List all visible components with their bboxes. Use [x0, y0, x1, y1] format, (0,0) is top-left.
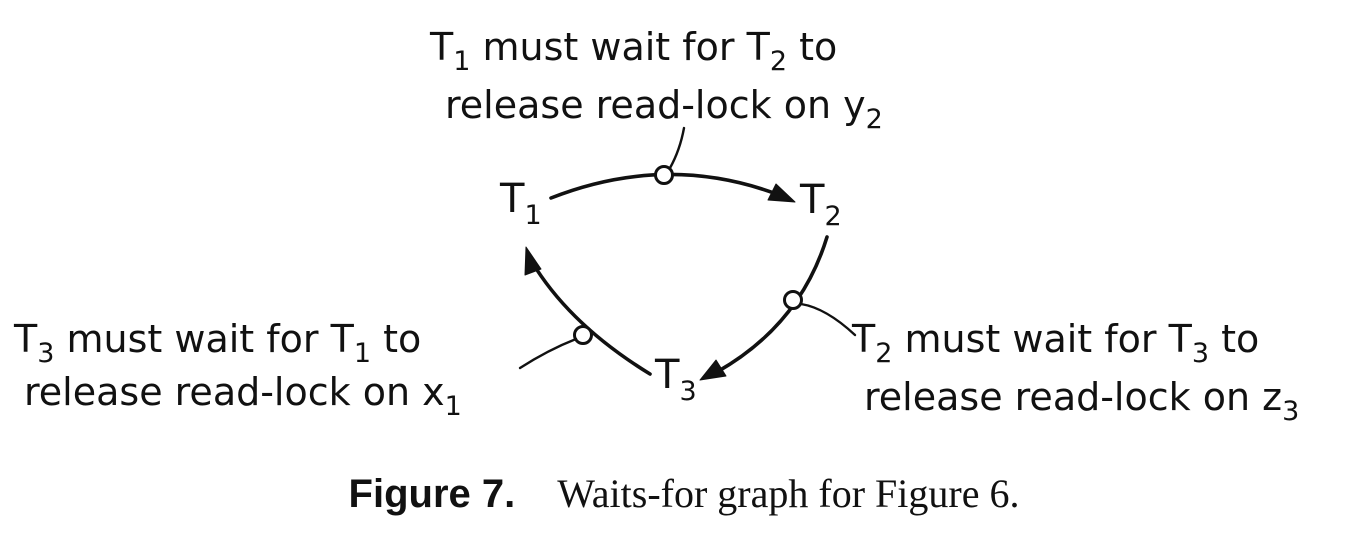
leader-line-right	[799, 302, 857, 337]
annotation-left-line1: T3 must wait for T1 to	[13, 317, 421, 369]
arrowhead-t2	[767, 183, 796, 203]
annotation-top-line2: release read-lock on y2	[445, 83, 883, 135]
annotation-left-line2: release read-lock on x1	[24, 370, 462, 422]
figure-caption-text: Waits-for graph for Figure 6.	[557, 471, 1020, 516]
edge-t3-to-t1	[530, 260, 652, 376]
edge-t3-t1-marker-circle	[573, 325, 593, 345]
edge-t2-t3-marker-circle	[783, 290, 803, 310]
arrowhead-t1	[524, 246, 542, 276]
figure-caption: Figure 7. Waits-for graph for Figure 6.	[0, 470, 1368, 517]
node-t2: T2	[799, 177, 842, 232]
node-t3: T3	[654, 352, 697, 407]
edge-t2-to-t3	[715, 235, 829, 374]
arrowhead-t3	[699, 359, 727, 381]
node-t1: T1	[499, 176, 542, 231]
annotation-top-line1: T1 must wait for T2 to	[429, 25, 837, 77]
annotation-right-line2: release read-lock on z3	[864, 375, 1299, 427]
leader-line-left	[518, 337, 578, 370]
annotation-right-line1: T2 must wait for T3 to	[851, 317, 1259, 369]
edge-t1-t2-marker-circle	[654, 165, 674, 185]
figure-caption-label: Figure 7.	[348, 472, 516, 516]
leader-line-top	[668, 126, 686, 170]
